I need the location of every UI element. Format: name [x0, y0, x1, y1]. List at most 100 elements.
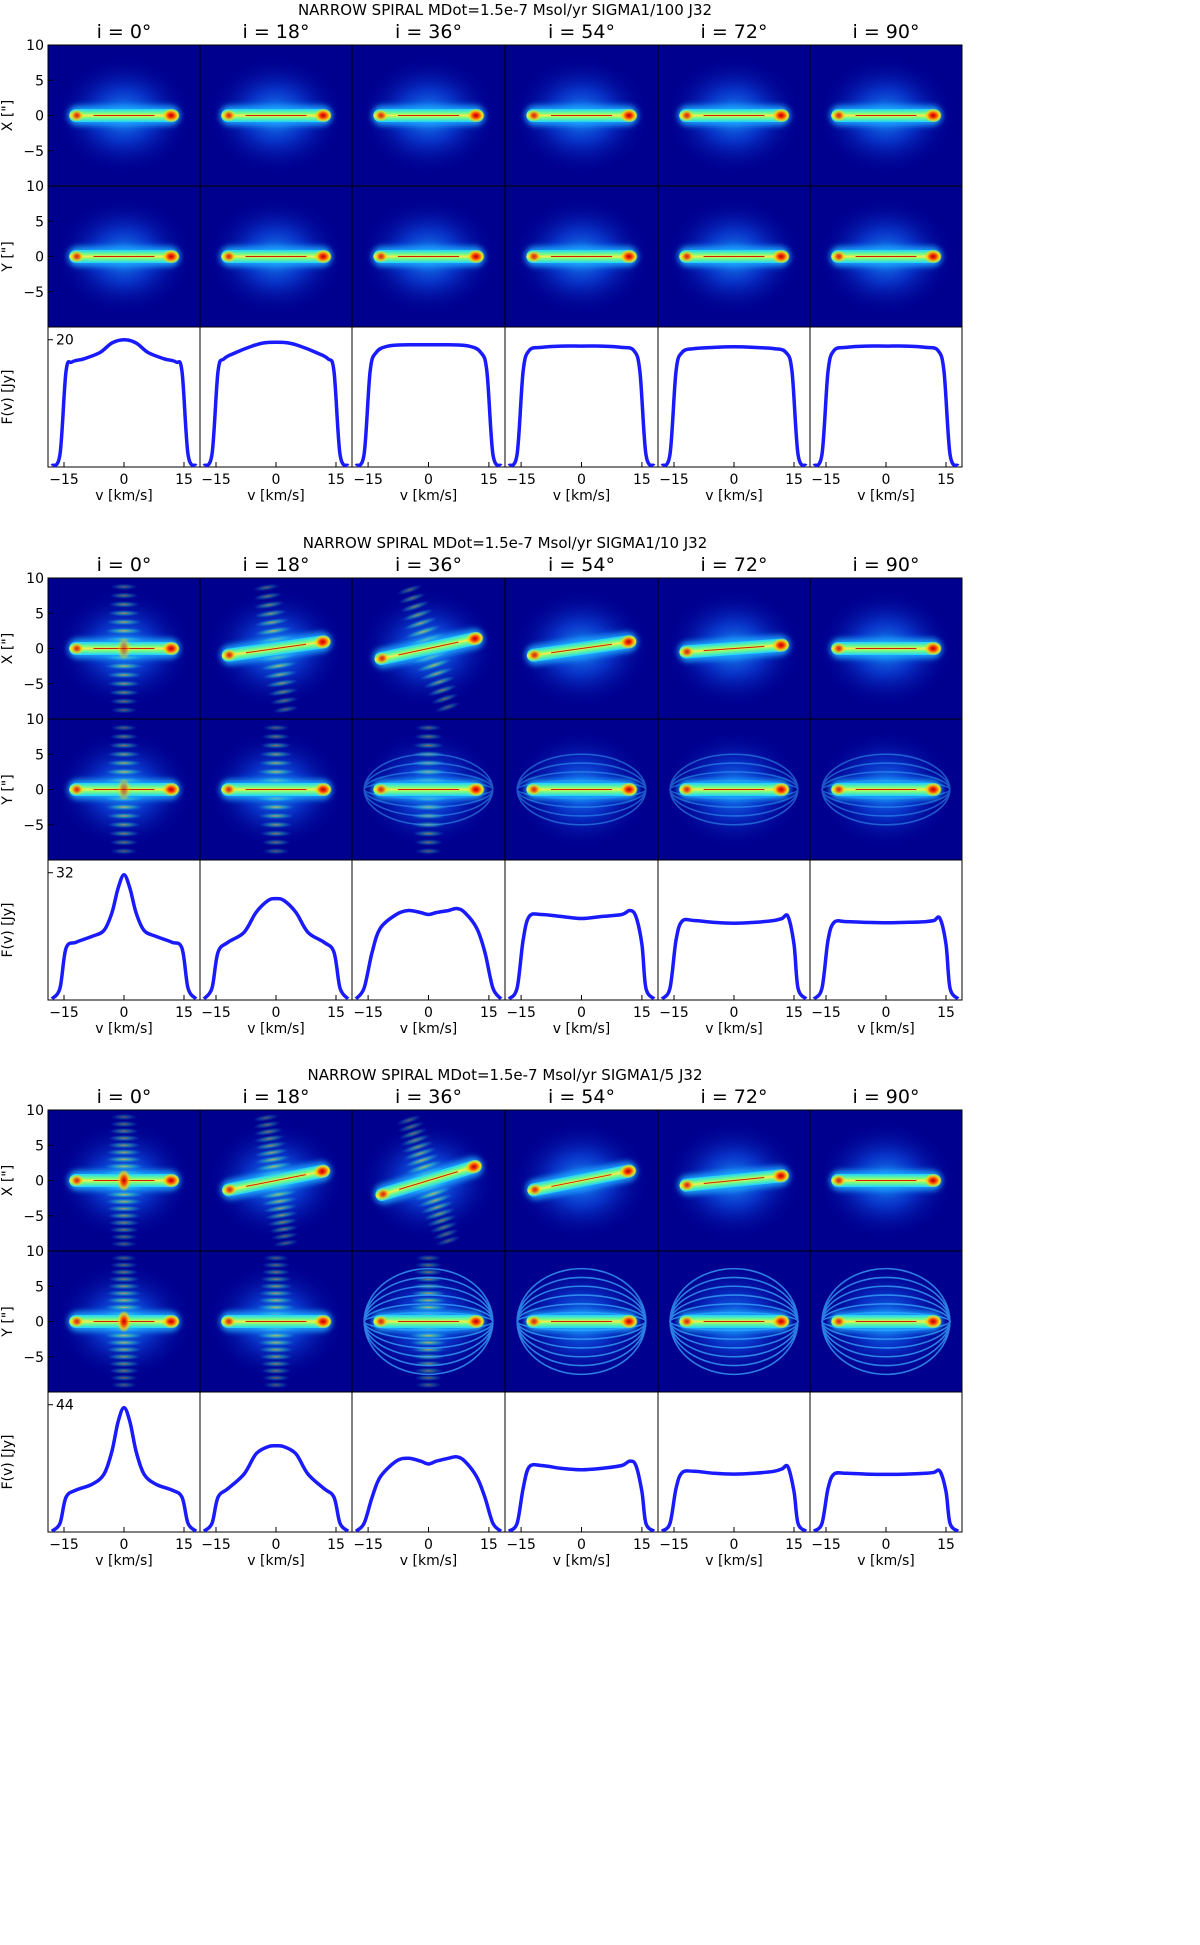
map-stripe — [107, 680, 141, 687]
map-content — [200, 1110, 352, 1251]
map-lobe-left — [831, 1315, 846, 1328]
map-bar-group — [829, 638, 943, 659]
map-stripe — [415, 1254, 442, 1262]
map-content — [810, 719, 962, 860]
map-lobe-left — [831, 1174, 846, 1187]
map-panel — [809, 1250, 963, 1393]
map-panel — [657, 185, 811, 328]
map-stripe — [432, 1228, 460, 1240]
inclination-label: i = 72° — [701, 554, 768, 576]
map-stripe — [412, 830, 445, 837]
map-stripe — [267, 688, 299, 697]
map-content — [810, 1251, 962, 1392]
map-bar-group — [220, 632, 332, 665]
map-panel — [809, 1109, 963, 1252]
spectrum-panel — [809, 326, 963, 468]
map-stripe — [420, 1201, 455, 1214]
map-stripe — [261, 1367, 291, 1375]
map-content — [658, 1251, 810, 1392]
map-stripe — [413, 1367, 444, 1375]
map-stripe — [253, 1127, 284, 1136]
map-content — [810, 578, 962, 719]
velocity-tick-label: 0 — [730, 472, 739, 488]
spectrum-xlabel: v [km/s] — [705, 1553, 762, 1569]
map-arc — [669, 753, 799, 826]
map-stripe — [104, 1191, 144, 1198]
map-lobe-right — [619, 634, 638, 649]
spectrum-xlabel: v [km/s] — [553, 1021, 610, 1037]
map-y-tick-label: 0 — [35, 642, 44, 658]
map-arc — [516, 753, 647, 826]
map-bar-group — [677, 105, 791, 126]
map-lobe-right — [924, 1314, 943, 1329]
spectrum-line — [812, 1468, 960, 1533]
map-y-tick-label: 5 — [35, 1138, 44, 1154]
map-stripe — [106, 1205, 142, 1212]
spectrum-frame — [657, 1391, 811, 1533]
spectrum-line — [354, 906, 503, 1001]
map-stripe — [105, 768, 143, 776]
map-lobe-left — [831, 250, 846, 263]
map-y-tick-label: −5 — [23, 1209, 44, 1225]
map-lobe-left — [374, 250, 389, 263]
map-panel — [199, 1109, 353, 1252]
map-bar-group — [677, 246, 791, 267]
inclination-label: i = 54° — [548, 21, 615, 43]
map-panel — [504, 44, 659, 187]
spectrum-frame — [504, 859, 659, 1001]
map-stripe — [259, 821, 293, 828]
map-content — [658, 1110, 810, 1251]
spectrum-panel — [657, 326, 811, 468]
map-lobe-left — [528, 1183, 542, 1196]
map-panel — [47, 577, 201, 720]
map-content — [200, 45, 352, 186]
map-stripe — [107, 1353, 141, 1360]
map-center-hot — [117, 1310, 131, 1333]
map-bar-group — [220, 1161, 332, 1200]
map-lobe-right — [162, 1173, 181, 1188]
map-lobe-right — [314, 1314, 333, 1329]
velocity-tick-label: −15 — [506, 1005, 536, 1021]
map-bar-core — [551, 1174, 612, 1187]
map-lobe-right — [313, 1164, 332, 1179]
map-stripe — [108, 1135, 140, 1142]
map-stripe — [104, 1304, 144, 1311]
map-stripe — [270, 696, 299, 705]
map-stripe — [258, 1190, 298, 1199]
map-stripe — [253, 592, 282, 601]
map-stripe — [409, 1297, 448, 1304]
block-title: NARROW SPIRAL MDot=1.5e-7 Msol/yr SIGMA1… — [303, 534, 708, 552]
map-stripe — [409, 1339, 448, 1346]
velocity-tick-label: 15 — [937, 472, 955, 488]
velocity-tick-label: −15 — [506, 472, 536, 488]
map-lobe-left — [221, 250, 236, 263]
map-stripe — [408, 1304, 449, 1311]
velocity-tick-label: 15 — [480, 1005, 498, 1021]
map-stripe — [262, 1204, 298, 1213]
inclination-label: i = 90° — [853, 21, 920, 43]
velocity-tick-label: −15 — [49, 472, 79, 488]
map-y-tick-label: 5 — [35, 606, 44, 622]
map-stripe — [105, 1156, 143, 1163]
map-stripe — [104, 1163, 144, 1170]
spectrum-panel — [47, 859, 201, 1001]
map-bar-group — [525, 632, 638, 665]
velocity-tick-label: 0 — [424, 472, 433, 488]
map-stripe — [108, 601, 140, 608]
map-lobe-right — [924, 108, 943, 123]
velocity-tick-label: 15 — [785, 1005, 803, 1021]
map-content — [352, 186, 505, 327]
map-x-ylabel: X ["] — [0, 100, 16, 131]
map-stripe — [401, 608, 434, 622]
spectrum-xlabel: v [km/s] — [95, 1553, 152, 1569]
map-panel — [199, 1250, 353, 1393]
velocity-tick-label: 0 — [272, 472, 281, 488]
map-lobe-right — [162, 108, 181, 123]
map-stripe — [253, 609, 288, 618]
inclination-label: i = 36° — [395, 554, 462, 576]
map-stripe — [396, 1115, 422, 1126]
map-stripe — [253, 583, 280, 592]
map-stripe — [264, 679, 299, 688]
map-stripe — [408, 1332, 449, 1339]
velocity-tick-label: 0 — [424, 1005, 433, 1021]
